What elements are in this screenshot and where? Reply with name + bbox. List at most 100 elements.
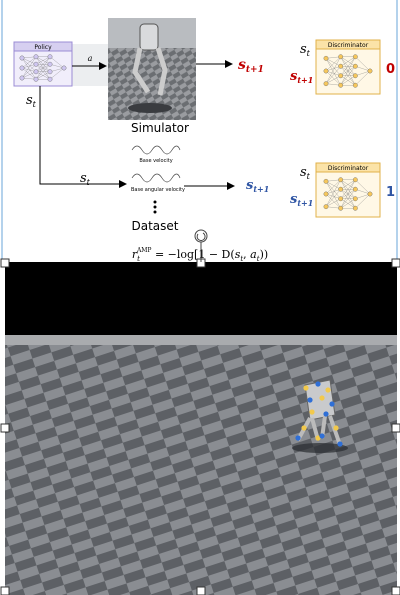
net-edge [355, 56, 371, 72]
text-part: , [243, 248, 250, 261]
policy-label: Policy [34, 44, 52, 51]
resize-handle[interactable] [196, 586, 206, 595]
net-edge [355, 66, 371, 72]
net-edge [325, 58, 341, 76]
marker-dot [329, 401, 335, 407]
net-node [352, 82, 358, 88]
net-node [338, 205, 344, 211]
net-node [352, 196, 358, 202]
net-edge [21, 56, 37, 79]
subscript: t [33, 100, 37, 109]
shape [292, 443, 348, 453]
net-node [352, 177, 358, 183]
net-node [338, 82, 344, 88]
signal-label: Base velocity [139, 158, 172, 164]
resize-handle[interactable] [391, 586, 400, 595]
net-edge [340, 179, 356, 190]
policy-header [13, 41, 73, 52]
net-edge [340, 66, 356, 86]
resize-handle[interactable] [391, 423, 400, 433]
subscript: t+1 [297, 198, 313, 208]
symbol: s [26, 93, 33, 108]
next-state: st+1 [290, 69, 313, 85]
marker-dot [337, 441, 343, 447]
ellipsis [153, 200, 157, 214]
net-edge [49, 67, 65, 72]
net-edge [340, 56, 356, 76]
output: 1 [386, 185, 395, 200]
next-state: st+1 [246, 178, 269, 194]
net-node [352, 63, 358, 69]
net-edge [325, 70, 341, 76]
symbol: s [246, 178, 254, 193]
text-part: t [240, 255, 243, 263]
arrow [39, 86, 127, 188]
net-edge [325, 179, 341, 182]
net-edge [325, 66, 341, 84]
state: st [300, 165, 311, 181]
net-node [323, 204, 329, 210]
net-edge [49, 64, 65, 69]
marker-dot [303, 385, 309, 391]
resize-handle[interactable] [0, 423, 10, 433]
net-edge [340, 198, 356, 209]
net-edge [35, 56, 51, 72]
net-edge [355, 70, 371, 76]
resize-handle[interactable] [0, 586, 10, 595]
net-edge [325, 179, 341, 207]
marker-dot [315, 381, 321, 387]
subscript: t [307, 172, 311, 181]
symbol: s [80, 171, 87, 186]
net-edge [325, 56, 341, 59]
resize-handle[interactable] [391, 258, 400, 268]
text-part: AMP [136, 247, 152, 254]
net-node [323, 191, 329, 197]
marker-dot [319, 395, 325, 401]
net-node [352, 186, 358, 192]
marker-dot [309, 409, 315, 415]
net-node [47, 76, 53, 82]
net-edge [325, 181, 341, 190]
net-edge [340, 179, 356, 199]
symbol: s [290, 69, 298, 84]
net-node [33, 76, 39, 82]
discriminator-label: Discriminator [328, 42, 369, 49]
net-node [323, 68, 329, 74]
net-edge [325, 181, 341, 199]
rotate-handle[interactable] [194, 229, 208, 262]
shape [153, 205, 157, 209]
net-node [19, 75, 25, 81]
text-part: t [137, 255, 140, 263]
subscript: t+1 [297, 75, 313, 85]
net-edge [325, 189, 341, 207]
net-edge [21, 57, 37, 65]
shape [295, 381, 343, 447]
signal [131, 173, 181, 183]
text-part: s [235, 248, 241, 261]
net-edge [325, 193, 341, 209]
next-state: st+1 [290, 192, 313, 208]
shape [139, 23, 159, 51]
symbol: s [300, 42, 307, 57]
net-edge [325, 70, 341, 86]
net-edge [355, 193, 371, 199]
marker-dot [307, 397, 313, 403]
net-edge [355, 179, 371, 195]
resize-handle[interactable] [0, 258, 10, 268]
subscript: t+1 [253, 184, 269, 194]
net-node [61, 65, 67, 71]
subscript: t+1 [246, 65, 264, 75]
net-node [338, 54, 344, 60]
shape [128, 103, 172, 113]
formula: rtAMP = −log[1 − D(st, at)) [132, 247, 268, 263]
marker-dot [333, 425, 339, 431]
discriminator-header [315, 39, 381, 50]
net-node [352, 73, 358, 79]
selection-handles[interactable] [0, 258, 400, 595]
net-edge [325, 58, 341, 86]
shape [196, 232, 206, 241]
net-edge [35, 56, 51, 65]
net-edge [325, 181, 341, 209]
net-icon [323, 177, 373, 211]
